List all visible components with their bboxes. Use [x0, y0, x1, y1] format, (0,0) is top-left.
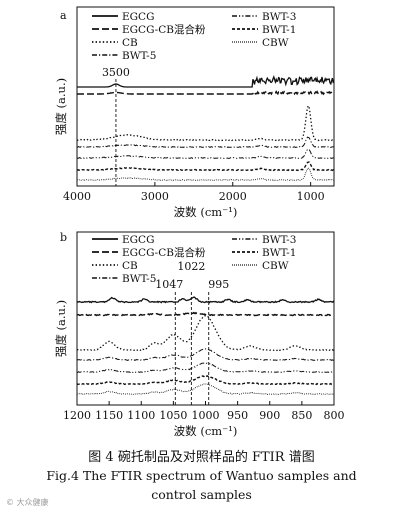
- panel-a: [76, 6, 335, 187]
- caption-chinese: 图 4 碗托制品及对照样品的 FTIR 谱图: [88, 450, 315, 465]
- x-tick-label: 800: [324, 409, 345, 422]
- series-line-short-dash: [76, 374, 335, 386]
- panel-label: a: [60, 9, 67, 22]
- series-line-solid: [77, 74, 335, 88]
- legend-entry-5: BWT-1: [262, 24, 296, 36]
- series-line-solid: [76, 296, 335, 304]
- legend-entry-5: BWT-1: [262, 247, 296, 259]
- y-axis-label: 强度 (a.u.): [54, 78, 68, 135]
- x-tick-label: 1000: [192, 409, 220, 422]
- x-tick-label: 4000: [63, 190, 91, 203]
- plot-frame: [76, 6, 335, 187]
- annotation-label: 3500: [102, 66, 130, 79]
- series-line-dash-dot: [76, 348, 335, 362]
- series-line-dotted: [76, 315, 335, 352]
- x-tick-label: 1050: [159, 409, 187, 422]
- legend-entry-4: BWT-3: [262, 11, 296, 23]
- x-axis-label: 波数 (cm⁻¹): [174, 205, 238, 219]
- caption-english-line1: Fig.4 The FTIR spectrum of Wantuo sample…: [46, 468, 357, 483]
- series-line-short-dash: [76, 161, 335, 172]
- x-tick-label: 3000: [141, 190, 169, 203]
- x-tick-label: 950: [227, 409, 248, 422]
- legend-entry-6: CBW: [262, 260, 289, 272]
- series-line-dotted: [76, 104, 335, 142]
- legend-entry-0: EGCG: [122, 234, 154, 246]
- y-axis-label: 强度 (a.u.): [54, 300, 68, 357]
- panel-label: b: [60, 231, 67, 244]
- annotation-label: 1022: [177, 260, 205, 273]
- series-line-long-dash: [76, 311, 335, 317]
- legend-entry-3: BWT-5: [122, 50, 156, 62]
- x-tick-label: 850: [291, 409, 312, 422]
- x-tick-label: 1150: [95, 409, 123, 422]
- legend-entry-4: BWT-3: [262, 234, 296, 246]
- annotation-label: 1047: [155, 278, 183, 291]
- x-tick-label: 1000: [297, 190, 325, 203]
- series-line-long-dash: [77, 90, 335, 96]
- series-line-dash-dot: [77, 136, 335, 149]
- legend-entry-3: BWT-5: [122, 273, 156, 285]
- legend-entry-6: CBW: [262, 37, 289, 49]
- x-tick-label: 1100: [127, 409, 155, 422]
- x-axis-label: 波数 (cm⁻¹): [174, 424, 238, 438]
- legend-entry-2: CB: [122, 260, 138, 272]
- legend-entry-1: EGCG-CB混合粉: [122, 23, 206, 36]
- legend-entry-2: CB: [122, 37, 138, 49]
- x-tick-label: 2000: [219, 190, 247, 203]
- panel-b: [76, 231, 335, 406]
- series-line-fine-dotted: [76, 167, 335, 182]
- series-line-fine-dotted: [76, 383, 335, 395]
- series-line-dash-dot-dot: [76, 148, 335, 160]
- legend-entry-1: EGCG-CB混合粉: [122, 246, 206, 259]
- series-line-dash-dot-dot: [76, 362, 335, 373]
- caption-english-line2: control samples: [151, 487, 252, 502]
- legend-entry-0: EGCG: [122, 11, 154, 23]
- annotation-label: 995: [208, 278, 229, 291]
- x-tick-label: 1200: [63, 409, 91, 422]
- watermark-text: © 大众健康: [6, 498, 49, 507]
- x-tick-label: 900: [259, 409, 280, 422]
